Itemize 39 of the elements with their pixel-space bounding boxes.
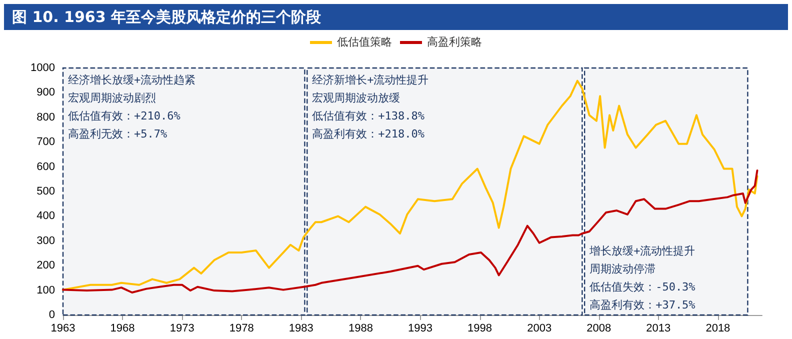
legend-label: 低估值策略 (337, 36, 392, 48)
y-tick-label: 100 (36, 284, 55, 296)
chart-title: 图 10. 1963 年至今美股风格定价的三个阶段 (4, 4, 788, 30)
x-tick-label: 2008 (586, 322, 612, 334)
x-tick-label: 2018 (706, 322, 730, 334)
y-tick-label: 1000 (30, 62, 55, 74)
annotation: 高盈利有效：+218.0% (312, 128, 425, 140)
x-tick-label: 2003 (527, 322, 552, 334)
y-tick-label: 500 (36, 186, 55, 198)
y-tick-label: 900 (36, 86, 55, 99)
y-tick-label: 200 (36, 260, 55, 272)
x-tick-label: 2013 (646, 322, 671, 334)
x-tick-label: 1993 (408, 322, 432, 334)
annotation: 低估值失效：-50.3% (590, 280, 696, 294)
y-tick-label: 600 (36, 160, 55, 173)
legend-label: 高盈利策略 (427, 36, 482, 48)
line-series (62, 170, 758, 294)
annotation: 经济新增长+流动性提升 (312, 74, 429, 86)
annotation: 高盈利有效：+37.5% (590, 298, 696, 312)
annotation: 周期波动停滞 (590, 262, 656, 276)
x-tick-label: 1988 (348, 322, 373, 334)
x-tick-label: 1998 (468, 322, 492, 334)
annotation: 高盈利无效：+5.7% (68, 128, 168, 140)
y-tick-label: 700 (36, 136, 55, 148)
x-tick-label: 1978 (229, 322, 254, 334)
y-tick-label: 300 (36, 234, 55, 247)
x-tick-label: 1968 (110, 322, 135, 334)
annotation: 低估值有效：+210.6% (68, 110, 181, 122)
annotation: 宏观周期波动放缓 (312, 92, 400, 104)
annotation: 经济增长放缓+流动性趋紧 (68, 74, 196, 86)
x-tick-label: 1973 (170, 322, 194, 334)
annotation: 增长放缓+流动性提升 (588, 244, 696, 258)
y-tick-label: 800 (36, 111, 55, 124)
y-tick-label: 400 (36, 210, 55, 222)
annotation: 宏观周期波动剧烈 (68, 92, 156, 104)
x-tick-label: 1963 (50, 322, 76, 334)
y-tick-label: 0 (48, 309, 55, 321)
x-tick-label: 1983 (288, 322, 314, 334)
annotation: 低估值有效：+138.8% (312, 110, 425, 122)
